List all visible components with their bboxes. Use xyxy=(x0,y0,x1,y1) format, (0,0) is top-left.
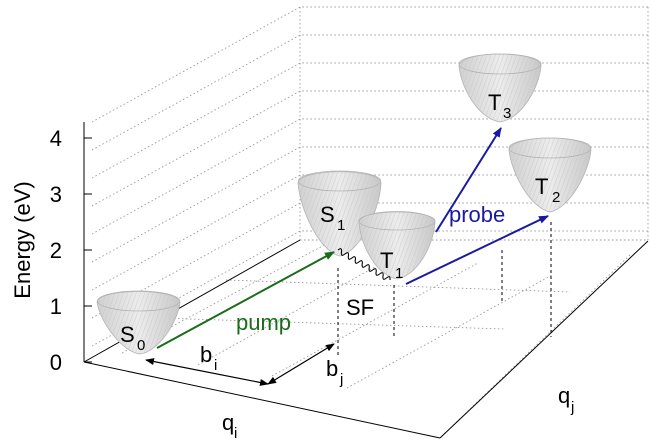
svg-text:1: 1 xyxy=(395,265,403,282)
tick-3: 3 xyxy=(50,182,62,207)
state-label-t2: T 2 xyxy=(535,174,560,206)
tick-4: 4 xyxy=(50,126,62,151)
bowl-t3 xyxy=(458,53,542,123)
bowl-t1 xyxy=(358,211,436,280)
bowl-s0 xyxy=(96,290,181,355)
svg-text:j: j xyxy=(570,399,574,416)
bj-label: b j xyxy=(326,356,343,388)
sf-label: SF xyxy=(346,295,374,320)
svg-text:T: T xyxy=(535,174,548,199)
bi-label: b i xyxy=(200,342,217,374)
tick-1: 1 xyxy=(50,294,62,319)
svg-text:b: b xyxy=(200,342,212,367)
state-label-t3: T 3 xyxy=(488,90,511,122)
probe-arrow-t2 xyxy=(405,215,549,285)
back-wall-grid xyxy=(91,6,649,347)
sf-wavy-line xyxy=(337,248,391,281)
probe-arrow-t3 xyxy=(435,127,502,233)
svg-text:b: b xyxy=(326,356,338,381)
state-label-s1: S 1 xyxy=(320,202,345,234)
svg-text:1: 1 xyxy=(337,217,345,234)
svg-text:T: T xyxy=(380,248,393,273)
svg-text:i: i xyxy=(214,357,217,374)
energy-axis: 0 1 2 3 4 Energy (eV) xyxy=(10,122,92,375)
qj-axis-label: q j xyxy=(558,383,574,416)
svg-text:2: 2 xyxy=(552,189,560,206)
bowl-t2 xyxy=(508,137,592,213)
state-label-t1: T 1 xyxy=(380,248,403,282)
energy-axis-label: Energy (eV) xyxy=(10,181,35,298)
svg-text:S: S xyxy=(320,202,335,227)
svg-text:j: j xyxy=(339,371,343,388)
pump-arrow xyxy=(156,251,335,349)
svg-text:q: q xyxy=(558,383,570,408)
floor-axes xyxy=(83,239,649,439)
bi-arrow xyxy=(145,358,269,386)
bowl-s1 xyxy=(297,170,382,257)
svg-text:T: T xyxy=(488,90,501,115)
tick-2: 2 xyxy=(50,238,62,263)
svg-text:i: i xyxy=(234,425,237,441)
svg-text:S: S xyxy=(120,322,135,347)
state-label-s0: S 0 xyxy=(120,322,145,354)
drop-lines xyxy=(337,222,552,355)
svg-text:q: q xyxy=(222,410,234,435)
bj-arrow xyxy=(267,343,335,385)
svg-text:0: 0 xyxy=(137,337,145,354)
tick-0: 0 xyxy=(50,350,62,375)
qi-axis-label: q i xyxy=(222,410,237,442)
svg-text:3: 3 xyxy=(503,105,511,122)
floor-grid xyxy=(121,239,648,439)
probe-label: probe xyxy=(449,202,505,227)
pump-label: pump xyxy=(236,310,291,335)
